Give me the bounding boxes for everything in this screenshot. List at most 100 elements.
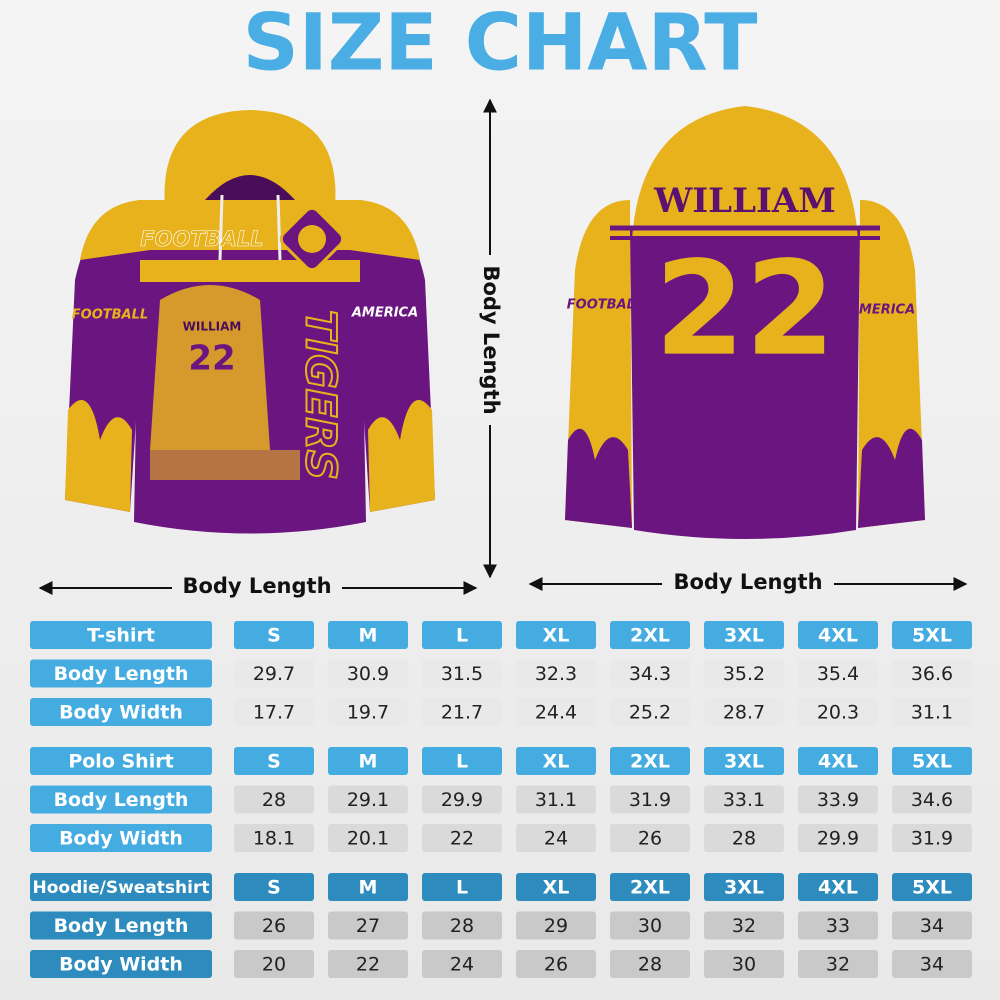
- cell-value: 35.2: [723, 663, 765, 685]
- header-text: XL: [543, 751, 570, 773]
- header-cell: [704, 873, 784, 901]
- header-cell: [610, 621, 690, 649]
- header-text: Body Width: [59, 702, 183, 724]
- front-side-text: TIGERS: [297, 310, 346, 480]
- header-text: 2XL: [630, 625, 670, 647]
- cell-value: 20: [262, 954, 286, 976]
- cell-value: 34.3: [629, 663, 671, 685]
- header-text: M: [359, 625, 378, 647]
- header-text: 2XL: [630, 877, 670, 899]
- cell-value: 32.3: [535, 663, 577, 685]
- header-cell: [610, 873, 690, 901]
- cell-value: 33.1: [723, 789, 765, 811]
- header-cell: [30, 747, 212, 775]
- cell-value: 20.3: [817, 702, 859, 724]
- cell-value: 28: [732, 828, 756, 850]
- data-cell: [328, 698, 408, 726]
- cell-value: 26: [544, 954, 568, 976]
- data-cell: [798, 911, 878, 940]
- front-hoodie: FOOTBALL WILLIAM 22 TIGERS FOOTBALL AMER…: [65, 110, 435, 534]
- header-cell: [234, 873, 314, 901]
- data-cell: [422, 785, 502, 814]
- header-text: S: [267, 625, 281, 647]
- header-text: Body Length: [54, 663, 189, 685]
- header-cell: [516, 873, 596, 901]
- data-cell: [798, 824, 878, 852]
- header-text: 4XL: [818, 877, 858, 899]
- size-tables: T-shirt S M L XL 2XL 3XL 4XL 5XL Body Length 29.7 3…: [30, 621, 972, 978]
- header-cell: [892, 747, 972, 775]
- data-cell: [422, 698, 502, 726]
- header-cell: [30, 950, 212, 978]
- data-cell: [328, 911, 408, 940]
- cell-value: 31.1: [535, 789, 577, 811]
- header-text: M: [359, 877, 378, 899]
- back-hoodie: WILLIAM 22 FOOTBALL AMERICA: [565, 106, 925, 539]
- cell-value: 20.1: [347, 828, 389, 850]
- header-text: 4XL: [818, 625, 858, 647]
- header-cell: [422, 747, 502, 775]
- header-text: S: [267, 751, 281, 773]
- header-cell: [328, 873, 408, 901]
- cell-value: 24: [450, 954, 474, 976]
- cell-value: 31.1: [911, 702, 953, 724]
- data-cell: [892, 698, 972, 726]
- data-cell: [516, 950, 596, 978]
- header-text: 5XL: [912, 625, 952, 647]
- data-cell: [610, 698, 690, 726]
- cell-value: 28: [638, 954, 662, 976]
- data-cell: [892, 950, 972, 978]
- header-cell: [516, 747, 596, 775]
- header-text: M: [359, 751, 378, 773]
- data-cell: [516, 824, 596, 852]
- cell-value: 29.1: [347, 789, 389, 811]
- cell-value: 29.7: [253, 663, 295, 685]
- data-cell: [892, 911, 972, 940]
- cell-value: 28.7: [723, 702, 765, 724]
- title: SIZE CHART: [243, 0, 758, 88]
- cell-value: 34: [920, 954, 944, 976]
- header-cell: [328, 747, 408, 775]
- header-text: L: [456, 625, 468, 647]
- data-cell: [892, 659, 972, 688]
- data-cell: [422, 950, 502, 978]
- cell-value: 22: [450, 828, 474, 850]
- cell-value: 29.9: [441, 789, 483, 811]
- back-name: WILLIAM: [653, 181, 836, 221]
- cell-value: 31.5: [441, 663, 483, 685]
- header-cell: [234, 747, 314, 775]
- header-cell: [422, 873, 502, 901]
- cell-value: 19.7: [347, 702, 389, 724]
- back-right-sleeve: AMERICA: [848, 303, 915, 318]
- cell-value: 32: [732, 915, 756, 937]
- cell-value: 30: [732, 954, 756, 976]
- cell-value: 26: [262, 915, 286, 937]
- header-text: 5XL: [912, 877, 952, 899]
- data-cell: [610, 659, 690, 688]
- data-cell: [798, 698, 878, 726]
- cell-value: 35.4: [817, 663, 859, 685]
- header-cell: [30, 785, 212, 814]
- cell-value: 27: [356, 915, 380, 937]
- data-cell: [422, 659, 502, 688]
- data-cell: [422, 911, 502, 940]
- cell-value: 30: [638, 915, 662, 937]
- cell-value: 33: [826, 915, 850, 937]
- header-cell: [516, 621, 596, 649]
- data-cell: [328, 659, 408, 688]
- header-cell: [610, 747, 690, 775]
- data-cell: [516, 911, 596, 940]
- cell-value: 24.4: [535, 702, 577, 724]
- header-cell: [704, 747, 784, 775]
- data-cell: [798, 659, 878, 688]
- cell-value: 24: [544, 828, 568, 850]
- cell-value: 17.7: [253, 702, 295, 724]
- header-cell: [422, 621, 502, 649]
- header-cell: [892, 873, 972, 901]
- header-text: Body Width: [59, 828, 183, 850]
- header-cell: [328, 621, 408, 649]
- data-cell: [610, 824, 690, 852]
- header-text: Body Length: [54, 789, 189, 811]
- header-text: 3XL: [724, 751, 764, 773]
